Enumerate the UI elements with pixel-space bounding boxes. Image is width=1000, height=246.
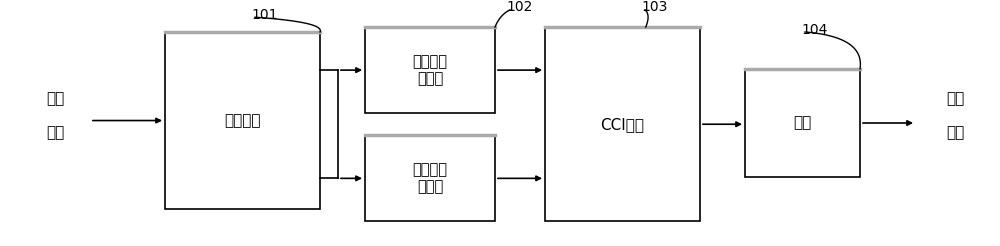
Bar	[165, 32, 320, 209]
Text: CCI滤波: CCI滤波	[600, 117, 644, 132]
Text: 自适应信: 自适应信	[413, 54, 448, 69]
Text: 101: 101	[252, 8, 278, 22]
Text: 102: 102	[507, 0, 533, 14]
Text: 数据: 数据	[46, 125, 64, 140]
Text: 103: 103	[642, 0, 668, 14]
Text: 自适应信: 自适应信	[413, 162, 448, 177]
Bar	[545, 27, 700, 221]
Bar	[745, 69, 860, 177]
Text: 道估计: 道估计	[417, 180, 443, 194]
Text: 接收: 接收	[46, 91, 64, 106]
Text: 104: 104	[802, 23, 828, 36]
Text: 二倍采样: 二倍采样	[224, 113, 261, 128]
Bar	[365, 27, 495, 113]
Text: 输出: 输出	[946, 91, 964, 106]
Bar	[365, 135, 495, 221]
Text: 结果: 结果	[946, 125, 964, 140]
Text: 均衡: 均衡	[793, 116, 812, 130]
Text: 道估计: 道估计	[417, 71, 443, 86]
